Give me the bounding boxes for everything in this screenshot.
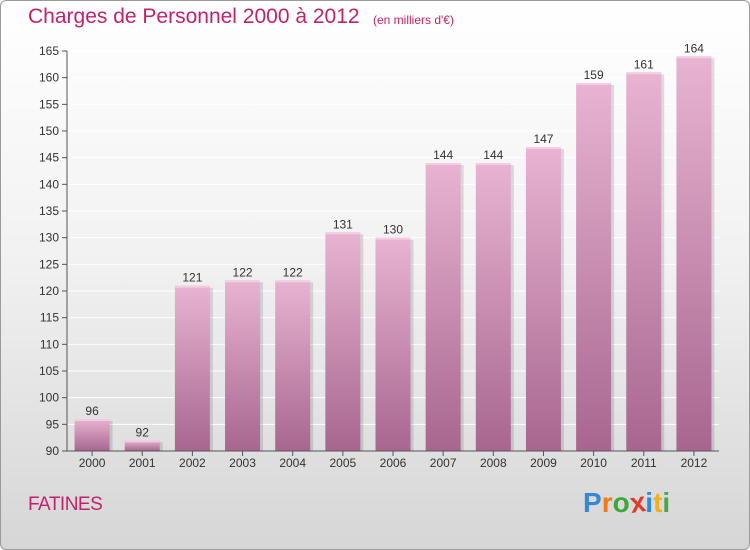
bar-value-label: 131 bbox=[333, 217, 353, 231]
bar-value-label: 130 bbox=[383, 223, 403, 237]
bar-top-highlight bbox=[174, 285, 210, 288]
y-tick-label: 115 bbox=[40, 311, 59, 325]
bar-top-highlight bbox=[124, 440, 160, 443]
y-tick-label: 135 bbox=[39, 204, 59, 218]
x-tick-label: 2000 bbox=[79, 456, 106, 470]
bar-value-label: 144 bbox=[483, 148, 503, 162]
bar-top-highlight bbox=[425, 163, 461, 165]
logo-letter: t bbox=[653, 487, 663, 518]
bar-value-label: 161 bbox=[634, 57, 654, 71]
bar bbox=[525, 147, 561, 451]
bar-top-highlight bbox=[325, 232, 361, 235]
y-tick-label: 100 bbox=[39, 391, 59, 405]
x-tick-label: 2001 bbox=[129, 456, 156, 470]
y-tick-label: 155 bbox=[39, 97, 59, 111]
bar bbox=[325, 232, 361, 451]
bar-value-label: 122 bbox=[283, 265, 303, 279]
bar bbox=[626, 72, 662, 451]
logo-letter: r bbox=[601, 487, 613, 518]
x-tick-label: 2011 bbox=[631, 456, 657, 470]
bar-value-label: 92 bbox=[136, 425, 150, 439]
logo-letter: o bbox=[612, 487, 630, 518]
y-tick-label: 165 bbox=[39, 44, 59, 58]
x-tick-label: 2004 bbox=[279, 456, 306, 470]
axes: 90 95 100 105 110 115 120 125 130 135 140 145 150 155… bbox=[39, 44, 719, 470]
bar-top-highlight bbox=[74, 419, 110, 421]
bar-top-highlight bbox=[676, 56, 712, 59]
commune-name: FATINES bbox=[28, 494, 103, 515]
x-tick-label: 2006 bbox=[380, 456, 407, 470]
bar bbox=[676, 56, 712, 451]
bar-top-highlight bbox=[275, 280, 311, 283]
bar bbox=[275, 280, 311, 451]
bar bbox=[475, 163, 511, 451]
bar-top-highlight bbox=[576, 83, 612, 85]
bar-value-label: 96 bbox=[85, 404, 99, 418]
bar bbox=[174, 285, 210, 451]
bar bbox=[425, 163, 461, 451]
x-tick-label: 2012 bbox=[681, 456, 708, 470]
x-tick-label: 2009 bbox=[530, 456, 557, 470]
y-tick-label: 145 bbox=[39, 151, 59, 165]
y-tick-label: 130 bbox=[39, 231, 59, 245]
x-tick-label: 2007 bbox=[430, 456, 457, 470]
logo-letter: P bbox=[583, 487, 602, 518]
x-tick-label: 2005 bbox=[329, 456, 356, 470]
bar-top-highlight bbox=[626, 72, 662, 75]
y-tick-label: 120 bbox=[39, 284, 59, 298]
x-tick-label: 2010 bbox=[580, 456, 607, 470]
bar-value-label: 164 bbox=[684, 41, 704, 55]
y-tick-label: 160 bbox=[39, 71, 59, 85]
y-tick-label: 125 bbox=[39, 257, 59, 271]
y-tick-label: 150 bbox=[39, 124, 59, 138]
y-tick-label: 90 bbox=[46, 444, 60, 458]
y-tick-label: 95 bbox=[46, 417, 60, 431]
bar-value-label: 122 bbox=[233, 265, 253, 279]
bar-top-highlight bbox=[375, 237, 411, 240]
bar-value-label: 121 bbox=[182, 271, 202, 285]
logo-letter: i bbox=[645, 487, 654, 518]
bar bbox=[225, 280, 261, 451]
bar-top-highlight bbox=[525, 147, 561, 149]
logo-letter: x bbox=[627, 486, 648, 519]
chart-subtitle: (en milliers d'€) bbox=[373, 13, 454, 27]
bars: 96 92 121 122 122 131 130 144 144 147 159 161 164 bbox=[74, 41, 715, 451]
proxiti-logo: Proxiti bbox=[583, 486, 671, 519]
bar bbox=[74, 419, 110, 451]
bar-value-label: 159 bbox=[584, 68, 604, 82]
logo-letter: i bbox=[662, 487, 671, 518]
bar bbox=[375, 237, 411, 451]
bar bbox=[576, 83, 612, 451]
chart-title: Charges de Personnel 2000 à 2012 bbox=[28, 5, 360, 28]
y-tick-label: 110 bbox=[40, 337, 59, 351]
x-tick-label: 2002 bbox=[179, 456, 206, 470]
bar-top-highlight bbox=[475, 163, 511, 165]
bar bbox=[124, 440, 160, 451]
bar-value-label: 144 bbox=[433, 148, 453, 162]
x-tick-label: 2003 bbox=[229, 456, 256, 470]
x-tick-label: 2008 bbox=[480, 456, 507, 470]
bar-value-label: 147 bbox=[533, 132, 553, 146]
y-tick-label: 105 bbox=[39, 364, 59, 378]
bar-top-highlight bbox=[225, 280, 261, 283]
y-tick-label: 140 bbox=[39, 177, 59, 191]
